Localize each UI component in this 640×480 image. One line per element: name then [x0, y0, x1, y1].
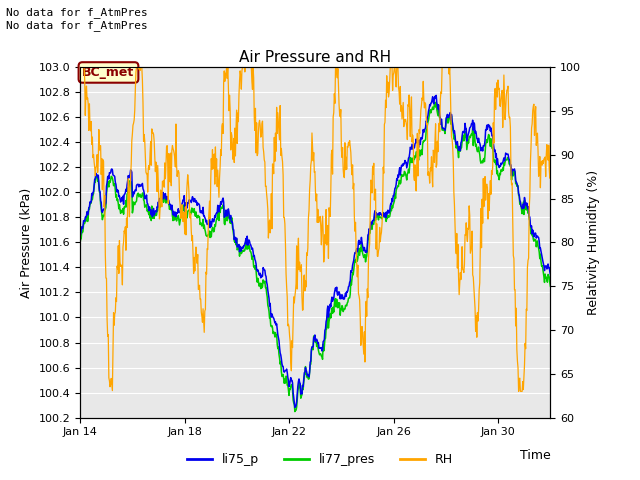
Y-axis label: Relativity Humidity (%): Relativity Humidity (%)	[587, 170, 600, 315]
Legend: li75_p, li77_pres, RH: li75_p, li77_pres, RH	[182, 448, 458, 471]
Text: No data for f_AtmPres: No data for f_AtmPres	[6, 7, 148, 18]
Text: Time: Time	[520, 449, 550, 462]
Title: Air Pressure and RH: Air Pressure and RH	[239, 49, 391, 65]
Text: No data for f̲AtmPres: No data for f̲AtmPres	[6, 20, 148, 31]
Text: BC_met: BC_met	[83, 66, 134, 79]
Y-axis label: Air Pressure (kPa): Air Pressure (kPa)	[20, 187, 33, 298]
